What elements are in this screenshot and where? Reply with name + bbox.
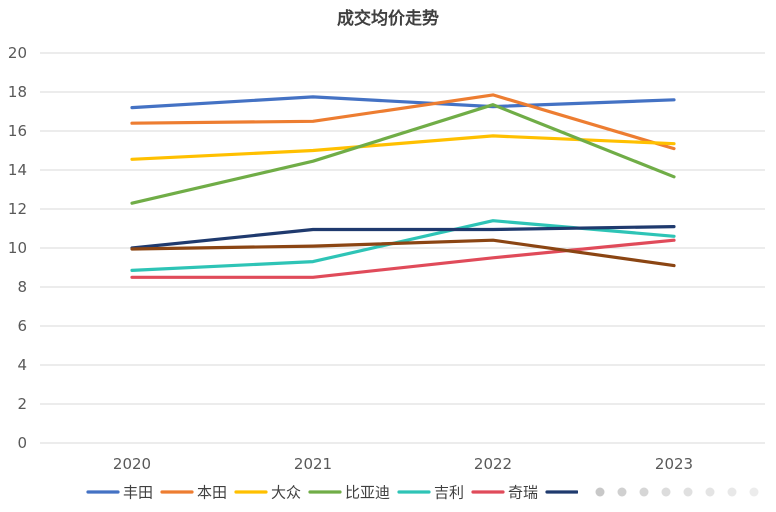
y-tick-label: 18 [8,83,27,101]
legend-label: 奇瑞 [508,484,538,502]
x-tick-label: 2021 [294,455,332,473]
series-line-0 [130,95,676,110]
y-tick-label: 8 [17,278,27,296]
x-axis: 2020 2021 2022 2023 [113,455,693,473]
legend: 丰田本田大众比亚迪吉利奇瑞哈 [86,484,597,502]
y-tick-label: 6 [17,317,27,335]
legend-item: 本田 [160,484,227,502]
legend-label: 比亚迪 [345,484,390,502]
y-tick-label: 20 [8,44,27,62]
y-tick-label: 0 [17,434,27,452]
y-axis: 0 2 4 6 8 10 12 14 16 18 20 [8,44,27,452]
series-line-5 [130,238,676,279]
y-tick-label: 16 [8,122,27,140]
series-line-3 [130,103,676,205]
series-line-6 [130,225,676,250]
series-line-2 [130,134,676,161]
y-tick-label: 10 [8,239,27,257]
y-tick-label: 12 [8,200,27,218]
y-tick-label: 2 [17,395,27,413]
legend-label: 吉利 [434,484,464,502]
legend-overflow-mask [578,478,776,508]
series-line-1 [130,93,676,151]
x-tick-label: 2023 [655,455,693,473]
legend-item: 大众 [234,484,301,502]
legend-label: 本田 [197,484,227,502]
more-dots-icon [595,487,759,497]
x-tick-label: 2020 [113,455,151,473]
series-layer [130,93,676,279]
x-tick-label: 2022 [474,455,512,473]
legend-label: 丰田 [123,484,153,502]
y-tick-label: 4 [17,356,27,374]
legend-item: 比亚迪 [308,484,390,502]
legend-item: 奇瑞 [471,484,538,502]
legend-label: 大众 [271,484,301,502]
series-line-7 [130,238,676,268]
legend-item: 吉利 [397,484,464,502]
y-tick-label: 14 [8,161,27,179]
chart-title: 成交均价走势 [337,8,439,29]
legend-item: 丰田 [86,484,153,502]
